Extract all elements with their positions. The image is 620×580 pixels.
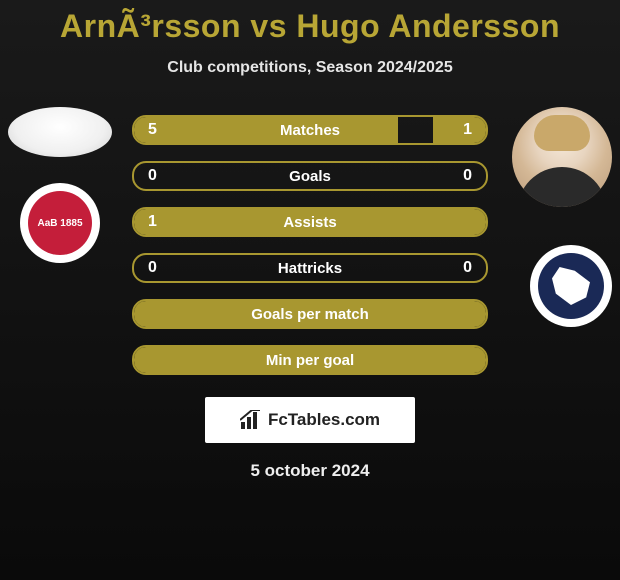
subtitle: Club competitions, Season 2024/2025	[0, 59, 620, 77]
chart-icon	[240, 410, 262, 430]
club-badge-right-inner	[538, 253, 604, 319]
stat-row-assists: 1 Assists	[132, 207, 488, 237]
stat-row-goals-per-match: Goals per match	[132, 299, 488, 329]
stats-list: 5 Matches 1 0 Goals 0 1 Assists 0 Hattri…	[132, 115, 488, 375]
stat-fill-left	[134, 117, 398, 143]
stat-row-matches: 5 Matches 1	[132, 115, 488, 145]
avatar-left	[8, 107, 112, 157]
branding-badge[interactable]: FcTables.com	[205, 397, 415, 443]
player-right	[512, 107, 612, 207]
club-badge-left: AaB 1885	[20, 183, 100, 263]
stat-label: Goals	[289, 168, 331, 185]
stat-row-hattricks: 0 Hattricks 0	[132, 253, 488, 283]
stat-value-left: 0	[148, 167, 157, 185]
club-badge-right	[530, 245, 612, 327]
stat-value-right: 1	[463, 121, 472, 139]
stat-row-min-per-goal: Min per goal	[132, 345, 488, 375]
stat-value-right: 0	[463, 167, 472, 185]
stat-label: Hattricks	[278, 260, 342, 277]
stat-fill-right	[433, 117, 486, 143]
stat-label: Goals per match	[251, 306, 369, 323]
stat-label: Assists	[283, 214, 336, 231]
page-title: ArnÃ³rsson vs Hugo Andersson	[0, 0, 620, 45]
player-left	[8, 107, 112, 157]
branding-text: FcTables.com	[268, 410, 380, 430]
stat-value-left: 5	[148, 121, 157, 139]
stat-row-goals: 0 Goals 0	[132, 161, 488, 191]
club-badge-left-inner: AaB 1885	[28, 191, 92, 255]
comparison-panel: AaB 1885 5 Matches 1 0 Goals 0 1 Assists	[0, 115, 620, 481]
stat-label: Matches	[280, 122, 340, 139]
avatar-right	[512, 107, 612, 207]
stat-value-right: 0	[463, 259, 472, 277]
stat-label: Min per goal	[266, 352, 354, 369]
date-label: 5 october 2024	[0, 461, 620, 481]
stat-value-left: 0	[148, 259, 157, 277]
stat-value-left: 1	[148, 213, 157, 231]
